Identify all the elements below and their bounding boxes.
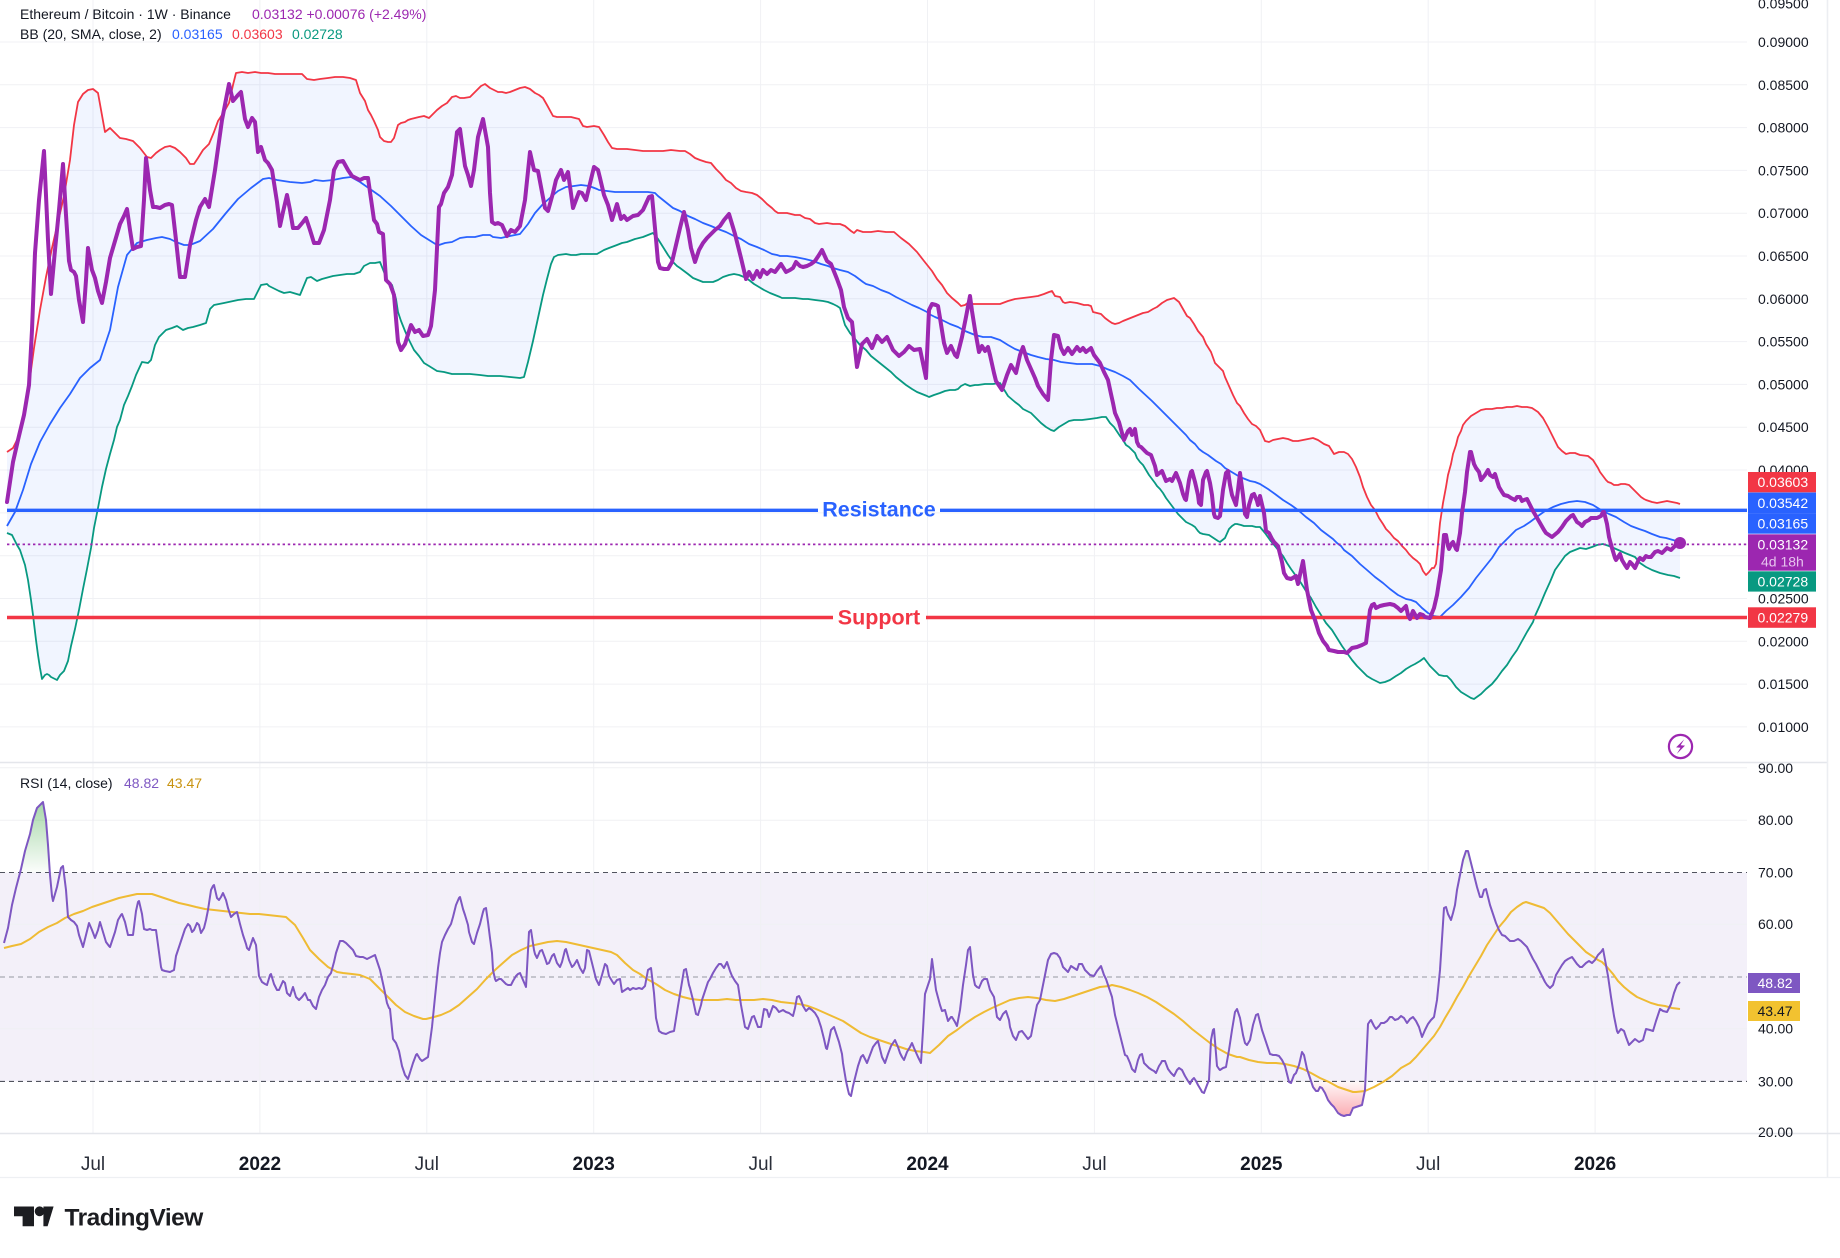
svg-text:2025: 2025 [1240,1154,1283,1175]
svg-text:0.08000: 0.08000 [1758,120,1809,136]
svg-text:BB (20, SMA, close, 2): BB (20, SMA, close, 2) [20,26,162,42]
svg-text:0.05000: 0.05000 [1758,376,1809,392]
svg-text:48.82: 48.82 [1758,975,1793,991]
svg-text:0.02000: 0.02000 [1758,633,1809,649]
svg-text:0.03542: 0.03542 [1758,495,1809,511]
svg-text:0.06500: 0.06500 [1758,248,1809,264]
svg-text:Resistance: Resistance [822,498,936,522]
svg-text:TradingView: TradingView [65,1205,205,1232]
svg-text:20.00: 20.00 [1758,1124,1793,1140]
svg-text:0.02500: 0.02500 [1758,591,1809,607]
svg-text:Jul: Jul [1082,1154,1106,1175]
svg-text:43.47: 43.47 [167,775,202,791]
svg-text:Jul: Jul [81,1154,105,1175]
svg-text:0.07500: 0.07500 [1758,162,1809,178]
svg-text:2024: 2024 [906,1154,949,1175]
svg-text:0.05500: 0.05500 [1758,334,1809,350]
svg-text:2022: 2022 [239,1154,281,1175]
svg-text:43.47: 43.47 [1758,1003,1793,1019]
svg-text:Support: Support [838,606,920,630]
svg-text:Ethereum / Bitcoin · 1W · Bina: Ethereum / Bitcoin · 1W · Binance [20,6,231,22]
svg-text:0.02279: 0.02279 [1758,610,1809,626]
svg-text:0.01000: 0.01000 [1758,719,1809,735]
svg-text:70.00: 70.00 [1758,865,1793,881]
svg-text:4d 18h: 4d 18h [1761,554,1804,570]
svg-text:RSI (14, close): RSI (14, close) [20,775,113,791]
svg-text:2026: 2026 [1574,1154,1616,1175]
svg-text:60.00: 60.00 [1758,916,1793,932]
svg-text:Jul: Jul [1416,1154,1440,1175]
svg-text:0.03165: 0.03165 [1758,515,1809,531]
svg-text:Jul: Jul [415,1154,439,1175]
svg-text:0.04500: 0.04500 [1758,419,1809,435]
svg-text:0.07000: 0.07000 [1758,205,1809,221]
svg-text:48.82: 48.82 [124,775,159,791]
svg-text:0.09500: 0.09500 [1758,0,1809,12]
svg-text:0.03603: 0.03603 [232,26,283,42]
svg-text:Jul: Jul [748,1154,772,1175]
svg-text:0.03132: 0.03132 [1758,537,1809,553]
svg-text:0.08500: 0.08500 [1758,77,1809,93]
svg-text:2023: 2023 [573,1154,615,1175]
svg-text:0.06000: 0.06000 [1758,291,1809,307]
svg-text:0.03132 +0.00076 (+2.49%): 0.03132 +0.00076 (+2.49%) [252,6,426,22]
svg-text:0.03603: 0.03603 [1758,474,1809,490]
svg-text:0.03165: 0.03165 [172,26,223,42]
svg-text:0.09000: 0.09000 [1758,34,1809,50]
svg-text:0.02728: 0.02728 [1758,573,1809,589]
svg-text:40.00: 40.00 [1758,1021,1793,1037]
svg-text:90.00: 90.00 [1758,760,1793,776]
svg-text:0.01500: 0.01500 [1758,676,1809,692]
svg-text:30.00: 30.00 [1758,1073,1793,1089]
svg-text:0.02728: 0.02728 [292,26,343,42]
svg-text:80.00: 80.00 [1758,812,1793,828]
